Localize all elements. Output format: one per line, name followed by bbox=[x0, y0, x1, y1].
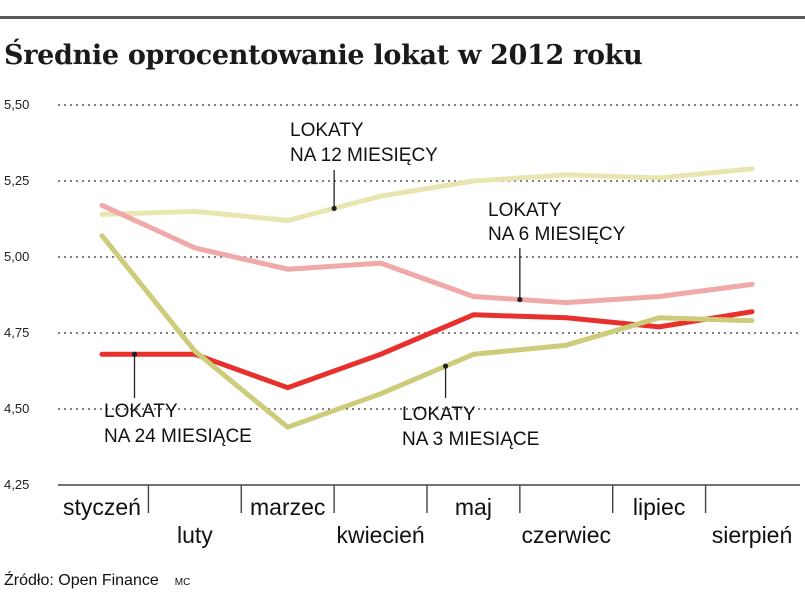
y-tick-label: 5,00 bbox=[4, 249, 29, 264]
series-label: LOKATY bbox=[104, 401, 178, 422]
series-label: NA 6 MIESIĘCY bbox=[488, 224, 626, 245]
x-tick-label: marzec bbox=[250, 494, 325, 520]
annotation-dot bbox=[517, 296, 523, 303]
y-tick-label: 5,50 bbox=[4, 97, 29, 112]
y-tick-labels: 5,50 5,25 5,00 4,75 4,50 4,25 bbox=[4, 97, 29, 492]
series-label: NA 12 MIESIĘCY bbox=[290, 145, 438, 166]
y-tick-label: 4,25 bbox=[4, 477, 29, 492]
x-tick-label: czerwiec bbox=[522, 522, 611, 548]
x-tick-label: maj bbox=[455, 494, 492, 520]
series-label: LOKATY bbox=[290, 120, 364, 141]
annotation-dot bbox=[131, 351, 138, 357]
series-label: LOKATY bbox=[402, 404, 476, 425]
series-label: NA 3 MIESIĄCE bbox=[402, 429, 539, 450]
series-label: LOKATY bbox=[488, 200, 562, 221]
series-line bbox=[99, 166, 755, 223]
chart-title: Średnie oprocentowanie lokat w 2012 roku bbox=[4, 40, 643, 71]
series-line bbox=[99, 309, 755, 391]
series-label: NA 24 MIESIĄCE bbox=[104, 426, 252, 447]
y-tick-label: 4,75 bbox=[4, 325, 29, 340]
x-tick-label: kwiecień bbox=[336, 522, 424, 548]
y-tick-label: 5,25 bbox=[4, 173, 29, 188]
series-annotations: LOKATY NA 12 MIESIĘCY LOKATY NA 6 MIESIĘCY L… bbox=[104, 120, 626, 450]
source-text: Źródło: Open Finance bbox=[4, 572, 159, 589]
top-rule bbox=[0, 16, 805, 19]
x-tick-label: styczeń bbox=[63, 494, 141, 520]
x-tick-label: lipiec bbox=[633, 494, 685, 520]
x-tick-label: sierpień bbox=[712, 522, 793, 548]
series-lines bbox=[99, 166, 755, 430]
annotation-dot bbox=[442, 363, 449, 369]
x-tick-label: luty bbox=[177, 522, 213, 548]
y-tick-label: 4,50 bbox=[4, 401, 29, 416]
annotation-dot bbox=[331, 205, 337, 211]
series-line bbox=[99, 233, 755, 430]
series-line bbox=[99, 202, 755, 306]
author-initials: MC bbox=[174, 577, 191, 588]
x-axis: styczeń luty marzec kwiecień maj czerwiec lipi… bbox=[58, 484, 800, 548]
source-footer: Źródło: Open Finance MC bbox=[4, 572, 190, 590]
grid-lines bbox=[58, 104, 800, 410]
